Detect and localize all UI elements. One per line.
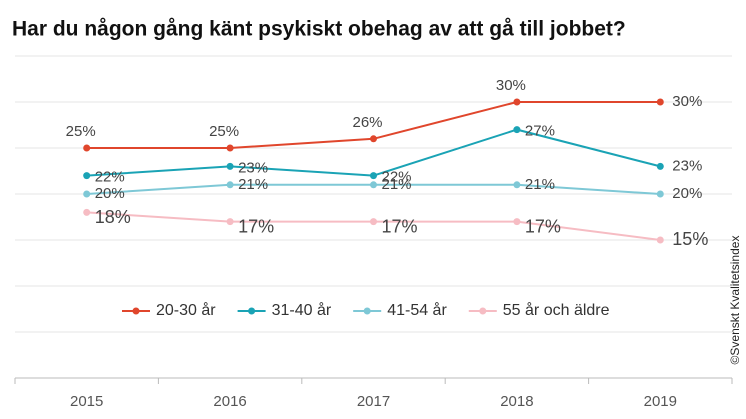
data-point <box>513 98 521 106</box>
legend-marker <box>479 307 487 315</box>
x-tick-label: 2016 <box>213 393 246 410</box>
x-tick-label: 2018 <box>500 393 533 410</box>
data-label: 22% <box>95 169 125 186</box>
source: ©Svenskt Kvalitetsindex <box>728 236 742 365</box>
data-label: 26% <box>352 114 382 131</box>
data-label: 17% <box>238 216 274 236</box>
data-point <box>370 135 377 143</box>
data-label: 20% <box>672 185 702 202</box>
data-point <box>370 181 377 189</box>
data-label: 21% <box>525 176 555 193</box>
data-label: 20% <box>95 185 125 202</box>
legend-marker <box>132 307 140 315</box>
data-label: 17% <box>382 216 418 236</box>
legend-label: 20-30 år <box>156 301 216 319</box>
data-label: 23% <box>672 157 702 174</box>
legend-label: 41-54 år <box>387 301 447 319</box>
data-label: 22% <box>382 169 412 186</box>
data-label: 15% <box>672 229 708 249</box>
chart-title: Har du någon gång känt psykiskt obehag a… <box>12 18 626 41</box>
data-point <box>226 162 234 170</box>
data-point <box>226 218 234 226</box>
data-point <box>370 218 377 226</box>
legend-label: 55 år och äldre <box>503 301 610 319</box>
data-label: 21% <box>382 176 412 193</box>
data-point <box>83 190 91 198</box>
x-tick-label: 2019 <box>644 393 677 410</box>
data-label: 30% <box>672 93 702 110</box>
data-label: 30% <box>496 77 526 94</box>
x-tick-label: 2017 <box>357 393 390 410</box>
data-label: 25% <box>209 123 239 140</box>
data-point <box>513 126 521 134</box>
data-point <box>656 190 664 198</box>
data-point <box>226 181 234 189</box>
series-line <box>86 211 661 241</box>
data-point <box>370 172 377 180</box>
data-label: 23% <box>238 159 268 176</box>
data-point <box>83 172 91 180</box>
data-point <box>83 208 91 216</box>
data-label: 21% <box>238 176 268 193</box>
data-point <box>513 181 521 189</box>
data-point <box>656 162 664 170</box>
data-point <box>83 144 91 152</box>
legend-marker <box>248 307 256 315</box>
data-label: 17% <box>525 216 561 236</box>
legend-label: 31-40 år <box>272 301 332 319</box>
x-tick-label: 2015 <box>70 393 103 410</box>
data-point <box>226 144 234 152</box>
legend-marker <box>363 307 371 315</box>
data-label: 18% <box>95 207 131 227</box>
data-point <box>513 218 521 226</box>
data-point <box>656 236 664 244</box>
data-point <box>656 98 664 106</box>
data-label: 25% <box>66 123 96 140</box>
data-label: 27% <box>525 123 555 140</box>
